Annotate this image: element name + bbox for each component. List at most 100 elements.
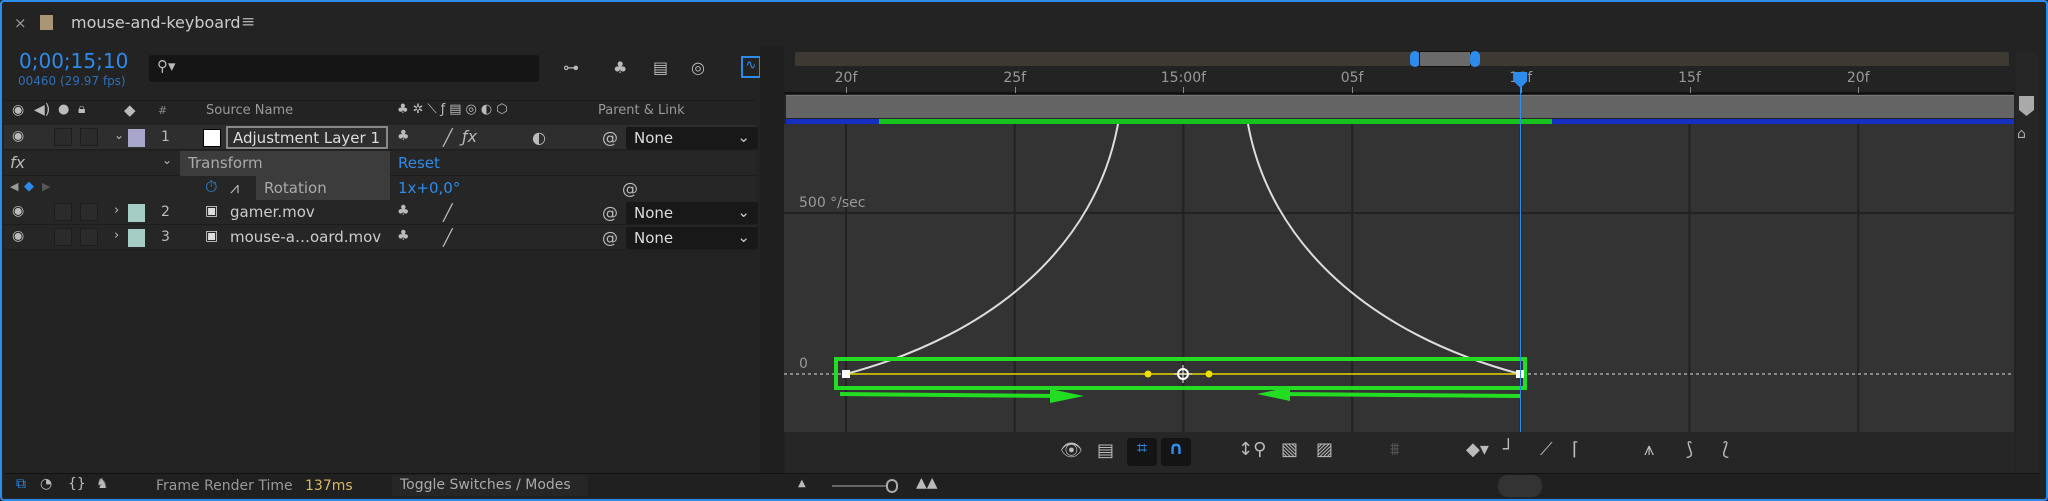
collapse-chevron-icon[interactable]: ⌄ [162, 153, 173, 167]
quality-switch-icon[interactable]: ╱ [443, 128, 453, 147]
linear-keyframe-icon[interactable]: ⟋ [1540, 439, 1553, 460]
layer-row-1[interactable]: ◉ ⌄ 1 Adjustment Layer 1 ♣ ╱ ƒx ◐ @ None… [4, 125, 758, 150]
solo-icon[interactable]: ● [58, 102, 70, 117]
panel-divider[interactable] [760, 46, 784, 474]
close-tab-icon[interactable]: × [14, 14, 27, 32]
graph-editor-toggle-icon[interactable]: ∿ [741, 56, 761, 78]
hold-keyframe-icon[interactable]: ┘ [1503, 439, 1514, 460]
panel-menu-icon[interactable]: ≡ [241, 12, 256, 32]
composition-tab[interactable]: mouse-and-keyboard [71, 13, 241, 32]
quality-switch-icon[interactable]: ╱ [443, 203, 453, 222]
search-input[interactable]: ⚲▾ [149, 55, 539, 82]
zoom-slider-thumb[interactable] [886, 479, 898, 493]
keyframe-menu-icon[interactable]: ◆▾ [1466, 439, 1489, 460]
transform-box-icon[interactable]: ⌗ [1127, 438, 1157, 466]
pick-whip-icon[interactable]: @ [602, 203, 618, 222]
render-time-pane-icon[interactable]: ♞ [96, 476, 109, 492]
playhead-line[interactable] [1520, 86, 1521, 432]
effects-switch-icon[interactable]: ƒx [462, 127, 478, 146]
comp-marker-bin-icon[interactable] [2019, 96, 2034, 116]
layer-row-3[interactable]: ◉ › 3 ▣ mouse-a…oard.mov ♣ ╱ @ None ⌄ [4, 225, 758, 250]
expand-chevron-icon[interactable]: › [114, 228, 120, 243]
collapse-chevron-icon[interactable]: ⌄ [114, 128, 125, 142]
label-color[interactable] [128, 129, 145, 147]
toggle-switches-modes-button[interactable]: Toggle Switches / Modes [392, 475, 588, 496]
adjustment-switch-icon[interactable]: ◐ [532, 128, 546, 147]
comp-button-icon[interactable]: ⌂ [2017, 126, 2026, 142]
video-eye-icon[interactable]: ◉ [12, 102, 25, 118]
zoom-slider[interactable] [832, 479, 898, 493]
graph-options-icon[interactable]: ▤ [1097, 440, 1115, 461]
navigator-start-handle[interactable] [1410, 51, 1420, 67]
keyframe-start[interactable] [842, 370, 850, 378]
zoom-in-icon[interactable]: ▲▲ [916, 475, 938, 491]
edit-value-graph-icon[interactable]: ▨ [1316, 439, 1334, 460]
pick-whip-icon[interactable]: @ [602, 228, 618, 247]
previous-keyframe-icon[interactable]: ◀ [10, 180, 19, 193]
show-properties-icon[interactable]: 👁︎ [1060, 440, 1083, 461]
time-navigator[interactable] [795, 51, 2009, 67]
snap-magnet-icon[interactable]: ∩ [1161, 438, 1191, 466]
source-name-column[interactable]: Source Name [206, 103, 294, 118]
lock-switch[interactable] [80, 228, 98, 246]
layer-name[interactable]: Adjustment Layer 1 [226, 126, 388, 149]
layer-switches-pane-icon[interactable]: ⧉ [16, 476, 26, 492]
label-color[interactable] [128, 229, 145, 247]
visibility-eye-icon[interactable]: ◉ [12, 128, 25, 144]
stopwatch-icon[interactable]: ⏱︎ [205, 177, 218, 196]
frame-blending-icon[interactable]: ▤ [653, 58, 669, 77]
horizontal-scrollbar-thumb[interactable] [1498, 475, 1542, 497]
in-out-pane-icon[interactable]: {} [68, 476, 86, 492]
fit-all-graphs-icon[interactable]: ▧ [1281, 439, 1299, 460]
rotation-value[interactable]: 1x+0,0° [398, 179, 461, 197]
shy-switch-icon[interactable]: ♣ [397, 128, 410, 144]
parent-dropdown[interactable]: None ⌄ [626, 127, 758, 149]
layer-name[interactable]: gamer.mov [230, 203, 315, 221]
audio-switch[interactable] [54, 203, 72, 221]
transfer-controls-pane-icon[interactable]: ◔ [40, 476, 53, 492]
transform-label[interactable]: Transform [180, 151, 390, 176]
work-area-bar[interactable] [786, 95, 2014, 118]
fit-selection-icon[interactable]: ↕⚲ [1238, 439, 1267, 460]
easy-ease-out-icon[interactable]: ⟅ [1722, 439, 1730, 460]
current-time-display[interactable]: 0;00;15;10 [19, 49, 129, 73]
visibility-eye-icon[interactable]: ◉ [12, 228, 25, 244]
rotation-property-row[interactable]: ◀ ◆ ▶ ⏱︎ ⩘ Rotation 1x+0,0° @ [4, 176, 756, 201]
parent-dropdown[interactable]: None ⌄ [626, 227, 758, 249]
audio-switch[interactable] [54, 128, 72, 146]
label-color[interactable] [128, 204, 145, 222]
transform-group-row[interactable]: fx ⌄ Transform Reset [4, 151, 756, 176]
bezier-handle-right[interactable] [1205, 370, 1213, 378]
motion-blur-icon[interactable]: ◎ [691, 58, 705, 77]
easy-ease-in-icon[interactable]: ⟆ [1686, 439, 1694, 460]
parent-link-column[interactable]: Parent & Link [598, 103, 685, 118]
zoom-out-icon[interactable]: ▲ [798, 478, 806, 489]
layer-name[interactable]: mouse-a…oard.mov [230, 228, 382, 246]
shy-switch-icon[interactable]: ♣ [397, 228, 410, 244]
parent-dropdown[interactable]: None ⌄ [626, 202, 758, 224]
playhead-handle[interactable] [1514, 72, 1527, 88]
audio-switch[interactable] [54, 228, 72, 246]
keyframe-diamond-icon[interactable]: ◆ [24, 179, 34, 194]
pick-whip-icon[interactable]: @ [602, 128, 618, 147]
bezier-handle-left[interactable] [1144, 370, 1152, 378]
reset-link[interactable]: Reset [398, 154, 440, 172]
graph-editor[interactable] [784, 124, 2014, 432]
pick-whip-icon[interactable]: @ [622, 179, 638, 198]
shy-switch-icon[interactable]: ♣ [397, 203, 410, 219]
graph-toggle-icon[interactable]: ⩘ [230, 178, 240, 197]
expand-chevron-icon[interactable]: › [114, 203, 120, 218]
visibility-eye-icon[interactable]: ◉ [12, 203, 25, 219]
lock-switch[interactable] [80, 203, 98, 221]
composition-flowchart-icon[interactable]: ⊶ [563, 58, 579, 77]
next-keyframe-icon[interactable]: ▶ [42, 180, 51, 193]
lock-switch[interactable] [80, 128, 98, 146]
quality-switch-icon[interactable]: ╱ [443, 228, 453, 247]
lock-icon[interactable]: 🔒︎ [78, 101, 86, 117]
auto-bezier-icon[interactable]: ⌈ [1572, 439, 1580, 460]
layer-row-2[interactable]: ◉ › 2 ▣ gamer.mov ♣ ╱ @ None ⌄ [4, 200, 758, 225]
navigator-end-handle[interactable] [1470, 51, 1480, 67]
audio-icon[interactable]: ◀) [34, 102, 51, 118]
easy-ease-icon[interactable]: ⩚ [1644, 439, 1655, 460]
